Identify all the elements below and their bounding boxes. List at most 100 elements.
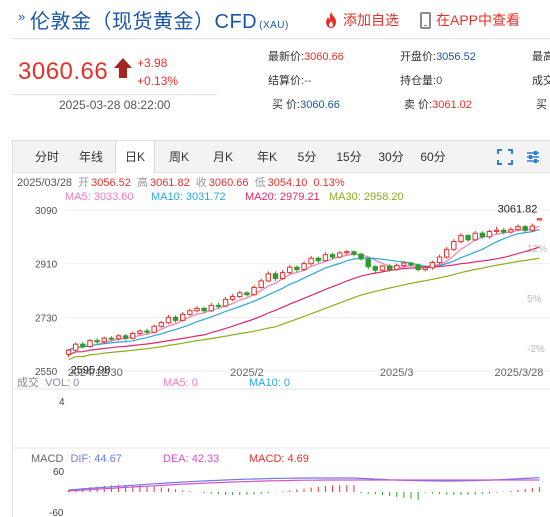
change-percent: +0.13% [137, 74, 179, 88]
page-title: 伦敦金（现货黄金）CFD (XAU) [30, 5, 289, 34]
quote-field-latest: 最新价:3060.66 [268, 51, 344, 63]
macd-dea: DEA: 42.33 [163, 453, 219, 465]
y-tick-label: 2730 [35, 313, 58, 324]
tab-timeshare[interactable]: 分时 [34, 150, 59, 164]
right-tick-label: 12% [527, 244, 547, 255]
candle-body [215, 304, 222, 307]
candle-body [301, 263, 307, 271]
tab-60min[interactable]: 60分 [420, 150, 446, 164]
candle-body [536, 218, 543, 221]
candle-body [244, 292, 250, 296]
quote-field-open: 开盘价:3056.52 [400, 51, 476, 63]
tab-yearly-k[interactable]: 年K [256, 150, 277, 164]
y-tick-label: 2550 [35, 367, 58, 378]
candle-body [265, 273, 272, 282]
candle-body [379, 265, 386, 271]
up-arrow-icon [114, 58, 132, 78]
x-tick-label: 2025/3/28 [494, 367, 543, 379]
vol-ma5: MA5: 0 [163, 377, 198, 389]
candle-body [172, 316, 179, 321]
candle-body [394, 264, 400, 271]
view-in-app-button[interactable]: 在APP中查看 [420, 10, 520, 30]
candle-body [130, 332, 136, 339]
phone-icon [420, 11, 431, 29]
quote-field-ask: 卖 价:3061.02 [404, 99, 472, 111]
fullscreen-icon[interactable] [497, 149, 513, 165]
page-title-text: 伦敦金（现货黄金）CFD [30, 11, 258, 33]
candle-body [279, 272, 286, 280]
candle-body [436, 256, 443, 263]
candle-body [180, 313, 186, 321]
candle-body [87, 340, 93, 348]
min-price-label: 2595.98 [71, 364, 111, 376]
candle-body [508, 229, 514, 233]
quote-column-1: 最新价:3060.66 结算价:-- 买 价:3060.66 [268, 50, 344, 122]
quote-column-3: 最高 成交 买 [532, 50, 550, 122]
quote-field-bid: 买 价:3060.66 [272, 99, 340, 111]
quote-field-volume: 成交 [532, 75, 550, 87]
ohlc-date: 2025/03/28 [17, 177, 72, 189]
change-value: +3.98 [137, 56, 168, 70]
candle-body [308, 257, 314, 265]
ma30-line [68, 257, 540, 361]
vol-y-tick: 4 [59, 397, 65, 408]
candle-body [80, 343, 86, 348]
candle-body [465, 235, 471, 241]
tab-monthly-k[interactable]: 月K [212, 150, 233, 164]
candle-body [408, 262, 414, 266]
dea-line [68, 479, 540, 492]
quote-field-settle: 结算价:-- [268, 75, 312, 87]
ohlc-low: 3054.10 [268, 177, 308, 189]
tab-daily-k[interactable]: 日K [115, 141, 155, 174]
candle-body [351, 251, 357, 255]
tab-year-line[interactable]: 年线 [78, 150, 103, 164]
add-favorite-button[interactable]: 添加自选 [324, 10, 399, 30]
candle-body [329, 254, 336, 258]
add-favorite-label: 添加自选 [343, 12, 399, 28]
candle-body [272, 273, 279, 280]
candle-body [472, 232, 478, 241]
ma10-label: MA10: 3031.72 [151, 191, 226, 203]
candle-body [336, 252, 343, 258]
candle-body [201, 307, 207, 312]
candle-body [386, 265, 393, 271]
double-chevron-icon: » [18, 9, 26, 24]
macd-info: MACD DIF: 44.67 [31, 453, 122, 465]
candle-body [294, 266, 300, 271]
tab-30min[interactable]: 30分 [378, 150, 404, 164]
candle-body [137, 330, 143, 334]
quote-field-buy: 买 [536, 99, 547, 111]
candle-body [486, 230, 493, 238]
candle-body [194, 307, 200, 312]
x-tick-label: 2025/2 [230, 367, 264, 379]
y-tick-label: 3090 [35, 206, 58, 217]
candle-body [237, 292, 243, 297]
candle-body [65, 349, 72, 355]
candle-body [115, 335, 122, 340]
candle-body [315, 257, 321, 262]
ohlc-close: 3060.66 [209, 177, 249, 189]
settings-icon[interactable] [525, 149, 541, 165]
tab-weekly-k[interactable]: 周K [168, 150, 189, 164]
macd-y-tick-top: 60 [53, 467, 65, 478]
candle-body [187, 310, 193, 315]
tab-5min[interactable]: 5分 [297, 150, 317, 164]
header-divider [12, 38, 550, 39]
chart-panel: 分时 年线 日K 周K 月K 年K 5分 15分 30分 60分 2025/03… [12, 140, 550, 517]
right-tick-label: 5% [527, 294, 542, 305]
ma30-label: MA30: 2958.20 [329, 191, 404, 203]
candle-body [229, 295, 236, 300]
candle-body [501, 229, 507, 233]
max-price-label: 3061.82 [498, 203, 538, 215]
candle-body [165, 316, 172, 324]
ohlc-open: 3056.52 [91, 177, 131, 189]
tab-15min[interactable]: 15分 [336, 150, 362, 164]
candle-body [251, 287, 257, 296]
candle-body [415, 264, 421, 271]
candle-body [429, 261, 436, 269]
ma20-line [68, 246, 540, 356]
candle-body [122, 335, 129, 339]
volume-info: 成交 VOL: 0 [17, 375, 79, 389]
price-change: +3.98 +0.13% [137, 54, 178, 90]
